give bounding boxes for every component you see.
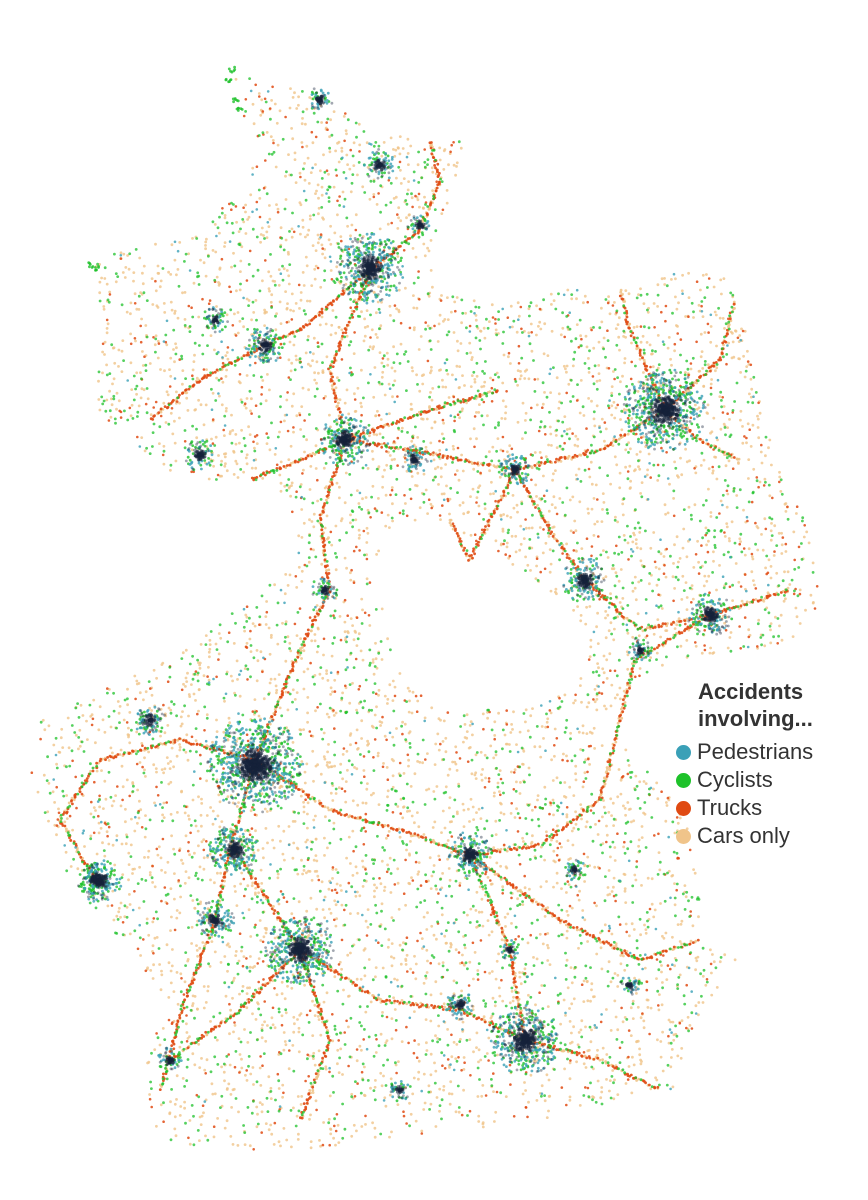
legend-swatch-cyclists bbox=[676, 772, 691, 788]
legend-swatch-trucks bbox=[676, 800, 691, 816]
legend-swatch-cars-only bbox=[676, 828, 691, 844]
dot-layer-pedestrians bbox=[52, 88, 770, 1108]
legend-label-cars-only: Cars only bbox=[697, 823, 790, 848]
legend-label-cyclists: Cyclists bbox=[697, 767, 773, 792]
map-legend: Accidents involving... Pedestrians Cycli… bbox=[676, 678, 848, 850]
legend-item-cyclists: Cyclists bbox=[676, 766, 848, 794]
legend-item-cars-only: Cars only bbox=[676, 822, 848, 850]
legend-swatch-pedestrians bbox=[676, 744, 691, 760]
legend-label-pedestrians: Pedestrians bbox=[697, 739, 814, 764]
city-cluster-layer bbox=[77, 87, 731, 1100]
legend-item-trucks: Trucks bbox=[676, 794, 848, 822]
legend-title: Accidents involving... bbox=[698, 679, 813, 731]
legend-label-trucks: Trucks bbox=[697, 795, 763, 820]
dot-layer-cars bbox=[36, 77, 815, 1150]
legend-item-pedestrians: Pedestrians bbox=[676, 738, 848, 766]
